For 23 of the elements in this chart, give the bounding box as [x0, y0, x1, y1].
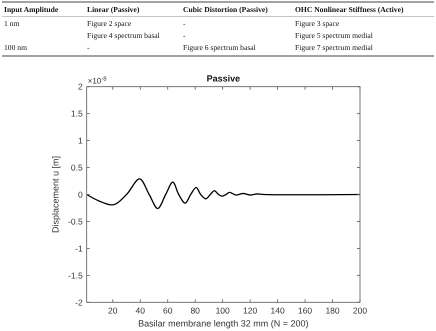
x-tick-label: 20	[108, 305, 118, 316]
y-tick-label: 1.5	[70, 108, 83, 119]
y-tick-label: 2	[78, 82, 83, 92]
x-tick-label: 180	[325, 305, 340, 316]
y-tick-label: -0.5	[68, 216, 83, 226]
x-tick-label: 100	[216, 305, 230, 316]
x-tick-label: 140	[270, 305, 285, 316]
y-tick-label: 0	[78, 190, 83, 200]
y-tick-label: -1	[75, 243, 83, 254]
y-axis-title: Displacement u [m]	[50, 156, 61, 234]
x-tick-label: 160	[298, 305, 312, 316]
chart-title: Passive	[206, 74, 240, 84]
y-tick-label: -1.5	[68, 270, 83, 280]
y-tick-label: -2	[75, 297, 83, 308]
x-tick-label: 200	[352, 305, 368, 316]
x-tick-label: 40	[136, 305, 146, 316]
x-axis-title: Basilar membrane length 32 mm (N = 200)	[138, 318, 309, 328]
y-tick-label: 0.5	[70, 162, 83, 173]
x-tick-label: 60	[162, 305, 173, 316]
x-tick-label: 80	[190, 305, 200, 316]
text: ×10$^{-8}$	[88, 76, 108, 86]
y-tick-label: 1	[78, 136, 83, 146]
x-tick-label: 120	[243, 305, 258, 316]
